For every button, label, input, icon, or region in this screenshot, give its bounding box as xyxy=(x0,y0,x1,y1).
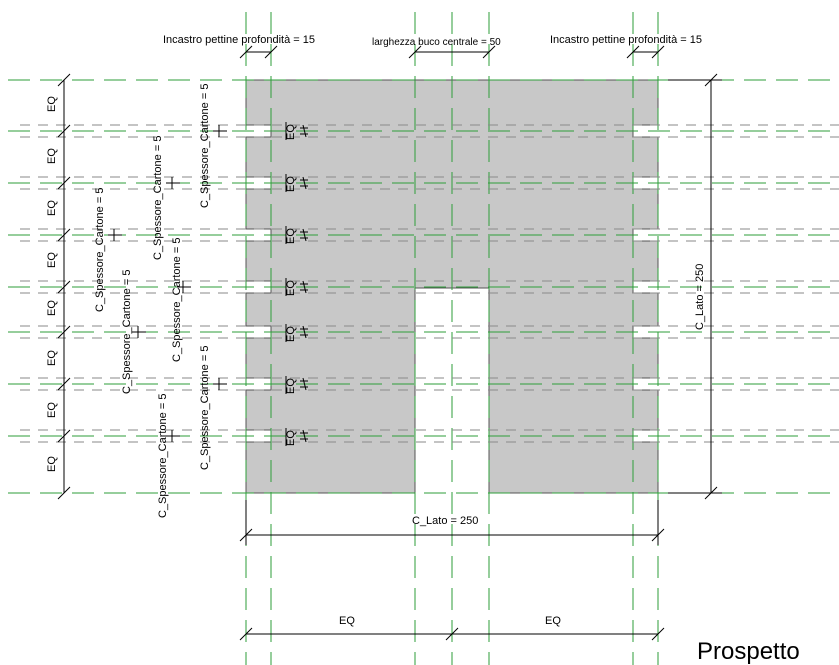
thickness-dimension[interactable]: C_Spessore_Cartone = 5 xyxy=(152,136,164,260)
left-eq-label[interactable]: EQ xyxy=(46,402,58,418)
left-eq-label[interactable]: EQ xyxy=(46,252,58,268)
right-height-dimension[interactable]: C_Lato = 250 xyxy=(694,264,706,330)
thickness-dimension[interactable]: C_Spessore_Cartone = 5 xyxy=(121,270,133,394)
bottom-width-dimension[interactable]: C_Lato = 250 xyxy=(412,515,478,527)
view-title: Prospetto xyxy=(697,638,800,665)
svg-text:EQ: EQ xyxy=(285,124,297,140)
thickness-dimension[interactable]: C_Spessore_Cartone = 5 xyxy=(157,394,169,518)
bottom-eq-label[interactable]: EQ xyxy=(545,615,561,627)
thickness-dimension[interactable]: C_Spessore_Cartone = 5 xyxy=(199,346,211,470)
right-slot-depth-dimension[interactable]: Incastro pettine profondità = 15 xyxy=(550,34,702,46)
left-eq-label[interactable]: EQ xyxy=(46,96,58,112)
left-eq-label[interactable]: EQ xyxy=(46,148,58,164)
eq-markers: EQ EQ EQ EQ EQ EQ EQ xyxy=(285,124,297,446)
left-slot-depth-dimension[interactable]: Incastro pettine profondità = 15 xyxy=(163,34,315,46)
left-eq-label[interactable]: EQ xyxy=(46,456,58,472)
thickness-dimension[interactable]: C_Spessore_Cartone = 5 xyxy=(199,84,211,208)
center-hole-width-dimension[interactable]: larghezza buco centrale = 50 xyxy=(372,37,501,48)
right-height-dimension-line xyxy=(668,73,722,500)
left-eq-label[interactable]: EQ xyxy=(46,350,58,366)
bottom-eq-label[interactable]: EQ xyxy=(339,615,355,627)
left-eq-dimension-line xyxy=(57,73,71,500)
eq-marker-ticks xyxy=(285,122,308,446)
thickness-dimension[interactable]: C_Spessore_Cartone = 5 xyxy=(94,188,106,312)
slot-thickness-ticks xyxy=(108,125,227,442)
eq-marker: EQ xyxy=(285,326,297,342)
left-eq-label[interactable]: EQ xyxy=(46,300,58,316)
eq-marker: EQ xyxy=(285,280,297,296)
top-dimension-lines xyxy=(239,45,665,59)
svg-text:EQ: EQ xyxy=(285,280,297,296)
eq-marker: EQ xyxy=(285,124,297,140)
left-eq-label[interactable]: EQ xyxy=(46,200,58,216)
bottom-eq-dimension-line xyxy=(239,627,665,641)
eq-marker: EQ xyxy=(285,430,297,446)
eq-marker: EQ xyxy=(285,228,297,244)
svg-text:EQ: EQ xyxy=(285,430,297,446)
eq-marker: EQ xyxy=(285,176,297,192)
svg-text:EQ: EQ xyxy=(285,228,297,244)
eq-marker: EQ xyxy=(285,378,297,394)
svg-text:EQ: EQ xyxy=(285,326,297,342)
svg-text:EQ: EQ xyxy=(285,378,297,394)
bottom-width-dimension-line xyxy=(239,500,665,545)
svg-text:EQ: EQ xyxy=(285,176,297,192)
thickness-dimension[interactable]: C_Spessore_Cartone = 5 xyxy=(171,238,183,362)
